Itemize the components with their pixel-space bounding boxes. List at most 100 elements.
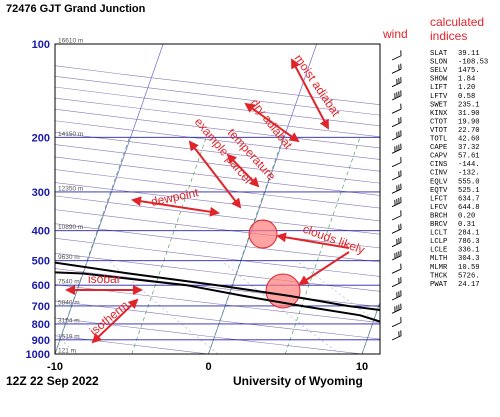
index-value: 555.0: [458, 178, 480, 186]
wind-barb: [391, 183, 402, 194]
mixing-ratio-line: [400, 261, 500, 354]
index-name: SELV: [430, 67, 448, 75]
clouds-likely-label: clouds likely: [301, 222, 367, 257]
wind-barb: [391, 170, 402, 181]
index-name: LFCV: [430, 204, 448, 212]
dry-adiabat-arrow: [244, 102, 300, 143]
index-value: -132.: [458, 170, 480, 178]
wind-barb: [391, 103, 402, 114]
index-value: 24.17: [458, 281, 480, 289]
sounding-profiles: [55, 261, 380, 323]
data-source: University of Wyoming: [233, 374, 363, 388]
temperature-tick-label: -10: [47, 361, 63, 373]
indices-heading-line2: indices: [430, 29, 467, 43]
wind-barb: [391, 223, 402, 234]
pressure-label: 300: [32, 187, 50, 199]
index-name: CAPE: [430, 144, 447, 152]
index-value: 525.1: [458, 187, 480, 195]
index-name: MLTH: [430, 255, 447, 263]
index-name: LCLP: [430, 238, 447, 246]
height-labels: 16610 m 14150 m 12350 m 10890 m 9630 m 7540 m…: [58, 38, 83, 355]
index-value: 37.32: [458, 144, 480, 152]
wind-barb: [391, 303, 402, 314]
isotherm-line: [0, 44, 10, 354]
index-value: 1475.: [458, 67, 480, 75]
dewpoint-label: dewpoint: [150, 185, 201, 209]
temperature-axis: -40-30-20-10010203040: [47, 361, 368, 373]
wind-barb: [391, 130, 402, 141]
isobar-label: isobar: [88, 272, 121, 286]
isotherm-arrow: [91, 298, 139, 344]
wind-barb: [391, 50, 402, 61]
wind-heading: wind: [382, 27, 408, 41]
index-name: CTOT: [430, 118, 448, 126]
index-name: EQTV: [430, 187, 448, 195]
pressure-label: 700: [32, 301, 50, 313]
mixing-ratio-line: [492, 261, 500, 354]
indices-heading-line1: calculated: [430, 15, 484, 29]
height-label: 3154 m: [58, 317, 80, 324]
index-value: 39.11: [458, 50, 480, 58]
index-name: SLON: [430, 59, 447, 67]
height-label: 12350 m: [58, 185, 83, 192]
index-name: BRCH: [430, 212, 447, 220]
wind-barbs: [391, 50, 402, 341]
index-value: 634.7: [458, 195, 480, 203]
pressure-label: 800: [32, 319, 50, 331]
observation-time: 12Z 22 Sep 2022: [6, 374, 99, 388]
height-label: 16610 m: [58, 38, 83, 45]
station-title: 72476 GJT Grand Junction: [6, 3, 146, 15]
wind-barb: [391, 117, 402, 128]
dry-adiabat-line: [55, 252, 380, 292]
index-name: LCLT: [430, 230, 448, 238]
isotherm-label: isotherm: [87, 298, 131, 338]
index-value: 10.59: [458, 264, 480, 272]
index-value: 0.20: [458, 212, 475, 220]
index-value: 235.1: [458, 101, 480, 109]
index-name: PWAT: [430, 281, 448, 289]
wind-barb: [391, 250, 402, 261]
wind-barb: [391, 290, 402, 301]
dewpoint-arrow: [131, 196, 220, 217]
pressure-axis: 100 200 300 400 500 600 700 800 900 1000: [26, 39, 50, 361]
index-value: -108.53: [458, 59, 488, 67]
index-name: CAPV: [430, 153, 448, 161]
index-name: SWET: [430, 101, 448, 109]
mixing-ratio-line: [296, 260, 380, 325]
wind-barb: [391, 77, 402, 88]
index-value: 31.90: [458, 110, 480, 118]
height-label: 5840 m: [58, 299, 80, 306]
clouds-likely-arrow-lower: [298, 251, 350, 286]
index-value: 0.31: [458, 221, 475, 229]
pressure-label: 1000: [26, 349, 50, 361]
height-label: 7540 m: [58, 279, 80, 286]
wind-barb: [391, 143, 402, 154]
pressure-label: 600: [32, 280, 50, 292]
height-label: 9630 m: [58, 254, 80, 261]
grid-lines: [0, 44, 500, 354]
dry-adiabat-line: [55, 237, 380, 277]
isotherm-line: [55, 44, 164, 354]
moist-adiabat-arrow: [291, 58, 329, 130]
height-label: 1519 m: [58, 333, 80, 340]
index-name: SLAT: [430, 50, 448, 58]
index-name: LFCT: [430, 195, 448, 203]
index-name: KINX: [430, 110, 448, 118]
mixing-ratio-line: [108, 260, 219, 354]
index-value: 5726.: [458, 272, 480, 280]
cloud-layer-circle-upper: [248, 219, 278, 249]
index-value: 336.1: [458, 247, 480, 255]
height-label: 10890 m: [58, 224, 83, 231]
wind-barb: [391, 90, 402, 101]
index-value: 1.84: [458, 76, 475, 84]
wind-barb: [391, 197, 402, 208]
cloud-layer-circle-lower: [265, 273, 301, 309]
index-name: MLMR: [430, 264, 448, 272]
index-name: SHOW: [430, 76, 448, 84]
indices-table: SLAT 39.11 SLON -108.53 SELV 1475. SHOW 1.84 LIF…: [430, 50, 488, 289]
pressure-label: 200: [32, 132, 50, 144]
wind-barb: [391, 330, 402, 341]
wind-barb: [391, 157, 402, 168]
pressure-label: 100: [32, 39, 50, 51]
